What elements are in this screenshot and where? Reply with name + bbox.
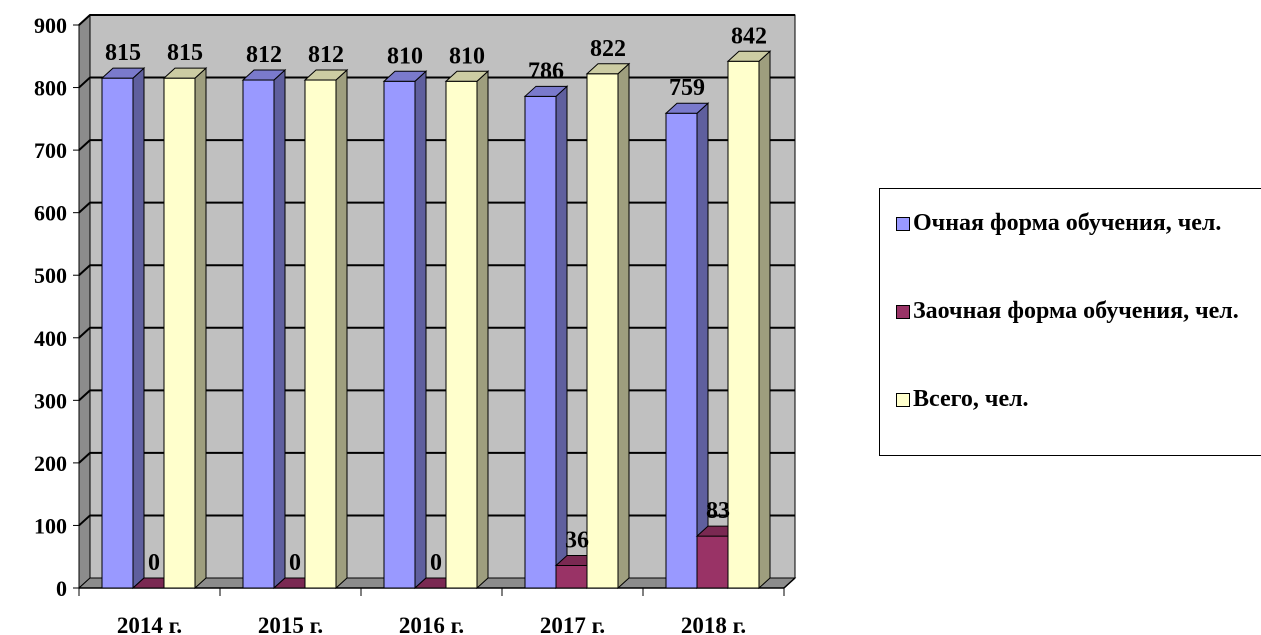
- bar-front: [163, 77, 196, 589]
- data-label: 810: [387, 43, 423, 69]
- bars: [100, 50, 772, 590]
- bar: [162, 67, 208, 590]
- y-tick-label: 800: [34, 76, 67, 101]
- x-tick-label: 2015 г.: [258, 613, 323, 635]
- x-tick-label: 2018 г.: [681, 613, 746, 635]
- bar-side: [414, 70, 427, 590]
- legend-label-part-time: Заочная форма обучения, чел.: [913, 298, 1239, 324]
- y-tick-label: 300: [34, 388, 67, 413]
- bar-top: [523, 85, 569, 97]
- bar-front: [242, 79, 275, 589]
- data-label: 822: [590, 36, 626, 62]
- bar-front: [665, 112, 698, 589]
- data-label: 812: [308, 42, 344, 68]
- legend: Очная форма обучения, чел. Заочная форма…: [879, 188, 1261, 456]
- legend-swatch-part-time: [896, 305, 910, 319]
- data-label: 36: [565, 527, 589, 553]
- bar-top: [162, 67, 208, 79]
- bar-side: [758, 50, 771, 590]
- legend-item-part-time: Заочная форма обучения, чел.: [896, 295, 1253, 327]
- bar-front: [727, 60, 760, 589]
- data-label: 0: [289, 550, 301, 576]
- bar-front: [696, 535, 729, 589]
- legend-item-full-time: Очная форма обучения, чел.: [896, 207, 1253, 239]
- bar-top: [726, 50, 772, 62]
- data-label: 786: [528, 58, 564, 84]
- y-tick-label: 600: [34, 201, 67, 226]
- bar: [303, 68, 349, 590]
- bar-side: [194, 67, 207, 590]
- y-tick-label: 700: [34, 138, 67, 163]
- bar: [100, 67, 146, 590]
- legend-swatch-full-time: [896, 217, 910, 231]
- bar-top: [382, 70, 428, 82]
- x-tick-label: 2014 г.: [117, 613, 182, 635]
- bar-front: [383, 80, 416, 589]
- legend-label-full-time: Очная форма обучения, чел.: [913, 210, 1222, 236]
- bar-front: [304, 79, 337, 589]
- x-tick-label: 2016 г.: [399, 613, 464, 635]
- y-tick-label: 100: [34, 513, 67, 538]
- x-axis-end: [783, 577, 796, 589]
- bar-front: [524, 95, 557, 589]
- bar: [382, 70, 428, 590]
- y-tick-label: 500: [34, 263, 67, 288]
- bar-top: [444, 70, 490, 82]
- data-label: 812: [246, 42, 282, 68]
- bar: [726, 50, 772, 590]
- bar-side: [335, 68, 348, 590]
- bar-side: [273, 68, 286, 590]
- bar-side: [476, 70, 489, 590]
- data-labels: 815 0 815 812 0 812 810 0 810 786 36 822 759 83 842: [105, 23, 767, 576]
- data-label: 815: [105, 40, 141, 66]
- x-tick-label: 2017 г.: [540, 613, 605, 635]
- bar-top: [303, 69, 349, 81]
- y-tick-label: 900: [34, 13, 67, 38]
- gridline: [78, 76, 795, 89]
- bar: [664, 102, 710, 590]
- data-label: 0: [148, 550, 160, 576]
- bar: [585, 62, 631, 590]
- bar-side: [617, 62, 630, 590]
- bar-side: [555, 85, 568, 590]
- bar-front: [586, 73, 619, 589]
- legend-item-total: Всего, чел.: [896, 383, 1253, 415]
- y-axis-tick-labels: 0 100 200 300 400 500 600 700 800 900: [34, 13, 67, 601]
- bar-top: [100, 67, 146, 79]
- bar-front: [445, 80, 478, 589]
- bar: [444, 70, 490, 590]
- bar-front: [101, 77, 134, 589]
- bar-front: [555, 564, 588, 589]
- bar-top: [585, 63, 631, 75]
- data-label: 815: [167, 40, 203, 66]
- bar: [523, 85, 569, 590]
- y-tick-label: 0: [56, 576, 67, 601]
- data-label: 810: [449, 43, 485, 69]
- data-label: 759: [669, 75, 705, 101]
- data-label: 0: [430, 550, 442, 576]
- bar-top: [241, 69, 287, 81]
- legend-swatch-total: [896, 393, 910, 407]
- side-wall: [78, 13, 91, 590]
- y-tick-label: 200: [34, 451, 67, 476]
- x-axis-tick-labels: 2014 г. 2015 г. 2016 г. 2017 г. 2018 г.: [117, 613, 746, 635]
- data-label: 842: [731, 23, 767, 49]
- bar-top: [664, 102, 710, 114]
- data-label: 83: [706, 498, 730, 524]
- gridline: [78, 14, 795, 26]
- y-tick-label: 400: [34, 326, 67, 351]
- bar-side: [132, 67, 145, 590]
- legend-label-total: Всего, чел.: [913, 386, 1029, 412]
- bar: [241, 68, 287, 590]
